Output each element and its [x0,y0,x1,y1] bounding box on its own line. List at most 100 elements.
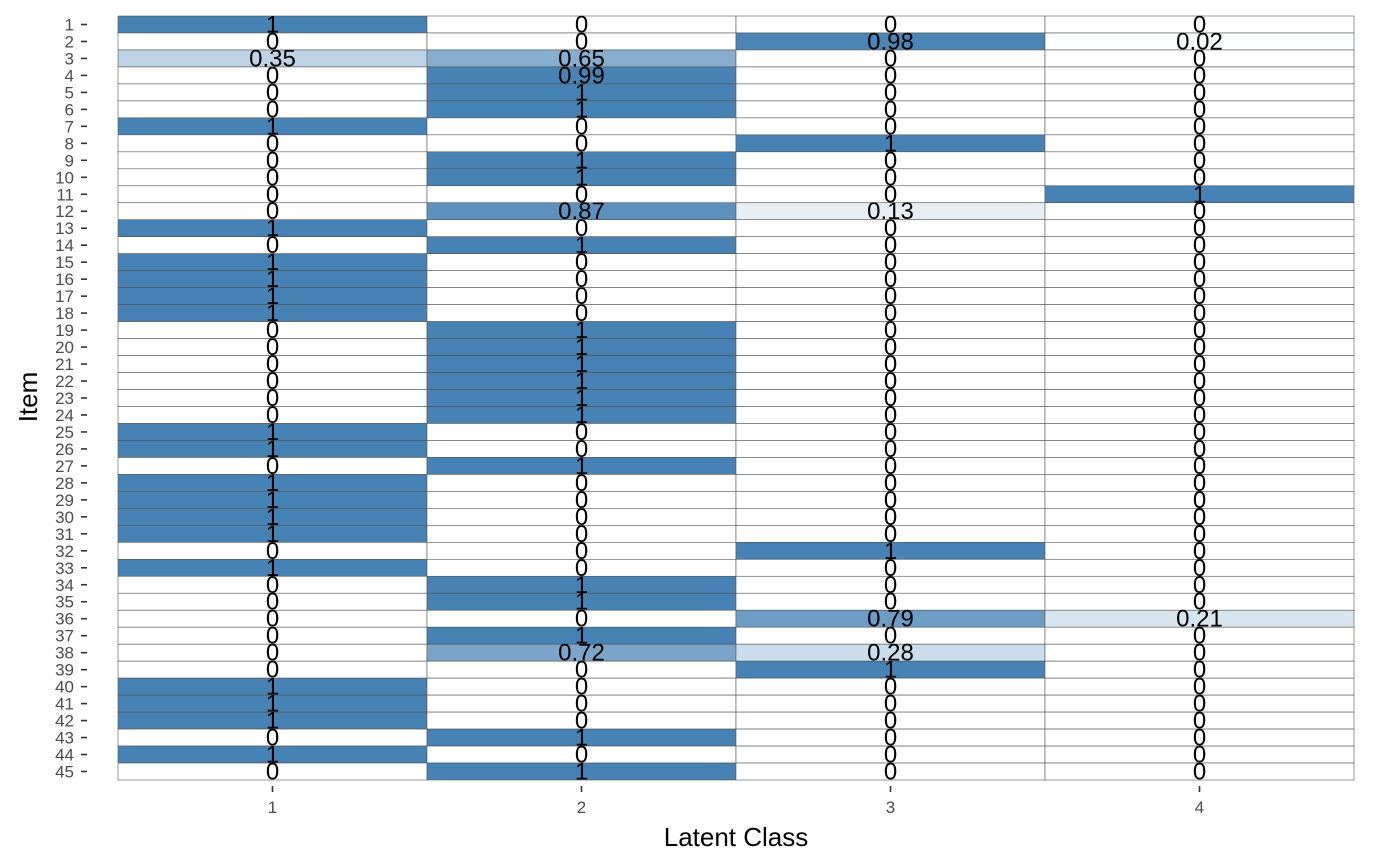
cell-value-label: 0 [884,334,897,361]
cell-value-label: 0 [575,300,588,327]
cell-value-label: 1 [266,555,279,582]
cell-value-label: 0 [1193,725,1206,752]
y-tick-label: 5 [65,83,74,102]
y-tick-label: 38 [55,644,74,663]
cell-value-label: 0 [575,708,588,735]
cell-value-label: 0 [266,96,279,123]
cell-value-label: 0 [884,504,897,531]
cell-value-label: 1 [575,96,588,123]
cell-value-label: 0.98 [867,28,914,55]
y-axis: 1234567891011121314151617181920212223242… [55,15,87,782]
y-tick-label: 21 [55,355,74,374]
cell-value-label: 0 [266,606,279,633]
cell-value-label: 0 [1193,232,1206,259]
cell-value-label: 0.87 [558,198,605,225]
y-tick-label: 27 [55,457,74,476]
cell-value-label: 1 [575,759,588,786]
cell-value-label: 0 [884,674,897,701]
y-tick-label: 28 [55,474,74,493]
y-tick-label: 25 [55,423,74,442]
cell-value-label: 1 [884,538,897,565]
y-tick-label: 45 [55,763,74,782]
cell-value-label: 0.21 [1176,606,1223,633]
y-tick-label: 3 [65,49,74,68]
cell-value-label: 1 [575,453,588,480]
cell-value-label: 0 [884,62,897,89]
cell-value-label: 1 [266,283,279,310]
cell-value-label: 0 [884,725,897,752]
cell-value-label: 0 [884,623,897,650]
cell-value-label: 0 [266,79,279,106]
y-tick-label: 43 [55,729,74,748]
cell-value-label: 0 [884,385,897,412]
cell-value-label: 1 [266,691,279,718]
cell-value-label: 0 [884,419,897,446]
cell-value-label: 1 [266,504,279,531]
cell-value-label: 0 [884,742,897,769]
cell-value-label: 0 [575,249,588,276]
y-tick-label: 8 [65,134,74,153]
y-tick-label: 42 [55,712,74,731]
cell-value-label: 0 [575,487,588,514]
cell-value-label: 0 [1193,266,1206,293]
y-tick-label: 33 [55,559,74,578]
cell-value-label: 0.65 [558,45,605,72]
cell-value-label: 0 [575,283,588,310]
cell-value-label: 0 [1193,334,1206,361]
cell-value-label: 0 [575,419,588,446]
y-tick-label: 16 [55,270,74,289]
cell-value-label: 0 [1193,164,1206,191]
cell-value-label: 0 [1193,368,1206,395]
y-tick-label: 41 [55,695,74,714]
cell-value-label: 1 [575,572,588,599]
cell-value-label: 0 [266,28,279,55]
cell-value-label: 0 [266,62,279,89]
cell-value-label: 1 [575,402,588,429]
cell-value-label: 0 [266,538,279,565]
cell-value-label: 0 [884,487,897,514]
y-axis-title: Item [13,372,43,423]
cell-value-label: 0 [1193,385,1206,412]
cell-value-label: 0 [266,368,279,395]
cell-value-label: 0 [884,555,897,582]
y-tick-label: 14 [55,236,74,255]
cell-value-label: 1 [575,164,588,191]
cell-value-label: 0 [575,113,588,140]
cell-value-label: 1 [575,368,588,395]
cell-value-label: 0 [266,572,279,599]
cell-value-label: 0.79 [867,606,914,633]
cell-value-label: 0 [1193,130,1206,157]
cell-value-label: 1 [1193,181,1206,208]
cell-value-label: 1 [266,487,279,514]
cell-value-label: 1 [575,79,588,106]
cell-value-label: 0 [884,402,897,429]
cell-value-label: 1 [266,674,279,701]
cell-value-label: 1 [575,317,588,344]
y-tick-label: 32 [55,542,74,561]
cell-value-label: 0 [1193,572,1206,599]
cell-value-label: 0 [266,589,279,616]
cell-value-label: 0 [884,45,897,72]
cell-value-label: 0.13 [867,198,914,225]
cell-value-label: 1 [575,589,588,616]
cell-value-label: 0 [266,453,279,480]
cell-value-label: 0.28 [867,640,914,667]
cell-value-label: 0 [575,266,588,293]
cell-value-label: 0.72 [558,640,605,667]
y-tick-label: 35 [55,593,74,612]
cell-value-label: 0.02 [1176,28,1223,55]
y-tick-label: 31 [55,525,74,544]
cell-value-label: 1 [266,742,279,769]
cell-value-label: 0 [266,640,279,667]
y-tick-label: 11 [56,185,74,204]
y-tick-label: 40 [55,678,74,697]
y-tick-label: 19 [55,321,74,340]
y-tick-label: 2 [65,32,74,51]
cell-value-label: 0 [266,657,279,684]
cell-value-label: 0 [884,572,897,599]
cell-value-label: 0 [266,130,279,157]
cell-value-label: 0 [884,283,897,310]
cell-value-label: 0 [884,147,897,174]
cell-value-label: 0 [1193,300,1206,327]
cell-value-label: 1 [266,266,279,293]
